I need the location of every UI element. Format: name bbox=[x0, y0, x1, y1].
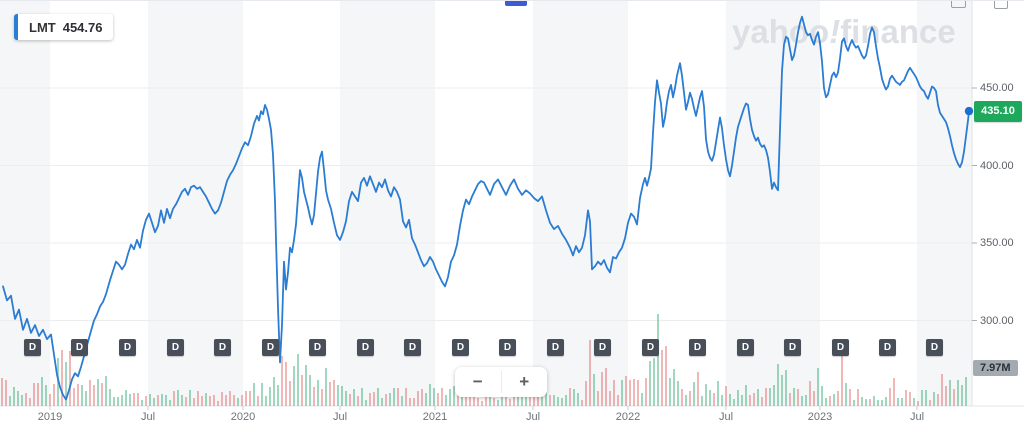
dividend-marker[interactable]: D bbox=[926, 339, 943, 356]
last-price-dot bbox=[964, 106, 974, 116]
dividend-marker[interactable]: D bbox=[832, 339, 849, 356]
dividend-marker[interactable]: D bbox=[119, 339, 136, 356]
dividend-marker[interactable]: D bbox=[24, 339, 41, 356]
background-stripe bbox=[0, 1, 50, 406]
dividend-marker[interactable]: D bbox=[71, 339, 88, 356]
dividend-marker[interactable]: D bbox=[784, 339, 801, 356]
y-axis-label: 450.00 bbox=[980, 82, 1014, 94]
top-scrollbar-thumb[interactable] bbox=[505, 1, 527, 6]
background-stripe bbox=[533, 1, 628, 406]
dividend-marker[interactable]: D bbox=[594, 339, 611, 356]
x-axis-label: Jul bbox=[140, 411, 156, 423]
last-price-badge: 435.10 bbox=[974, 100, 1022, 122]
legend-color-bar bbox=[14, 14, 18, 40]
y-axis-label: 350.00 bbox=[980, 237, 1014, 249]
x-axis-label: 2020 bbox=[230, 411, 256, 423]
x-axis-label: 2022 bbox=[615, 411, 641, 423]
legend-price: 454.76 bbox=[62, 19, 103, 35]
dividend-marker[interactable]: D bbox=[642, 339, 659, 356]
dividend-marker[interactable]: D bbox=[452, 339, 469, 356]
dividend-marker[interactable]: D bbox=[499, 339, 516, 356]
x-axis-label: Jul bbox=[332, 411, 348, 423]
dividend-marker[interactable]: D bbox=[879, 339, 896, 356]
symbol-legend: LMT 454.76 bbox=[14, 14, 114, 40]
x-axis-label: Jul bbox=[718, 411, 734, 423]
y-axis-label: 300.00 bbox=[980, 314, 1014, 327]
dividend-marker[interactable]: D bbox=[404, 339, 421, 356]
fullscreen-icon[interactable] bbox=[994, 1, 1008, 9]
dividend-marker[interactable]: D bbox=[214, 339, 231, 356]
dividend-marker[interactable]: D bbox=[547, 339, 564, 356]
x-axis-label: Jul bbox=[909, 411, 925, 423]
x-axis-label: Jul bbox=[525, 411, 541, 423]
legend-symbol: LMT bbox=[29, 19, 56, 35]
y-axis-label: 400.00 bbox=[980, 159, 1014, 172]
volume-badge: 7.97M bbox=[973, 360, 1018, 376]
price-line bbox=[2, 15, 970, 401]
zoom-controls: − + bbox=[455, 367, 547, 397]
background-stripe bbox=[148, 1, 243, 406]
dividend-marker[interactable]: D bbox=[167, 339, 184, 356]
dividend-marker[interactable]: D bbox=[689, 339, 706, 356]
x-axis-label: 2023 bbox=[807, 411, 833, 423]
dividend-marker[interactable]: D bbox=[262, 339, 279, 356]
yahoo-finance-watermark: yahoo!finance bbox=[732, 13, 956, 50]
x-axis-label: 2019 bbox=[37, 411, 63, 423]
x-axis-label: 2021 bbox=[422, 411, 448, 423]
volume-bars bbox=[1, 314, 967, 406]
dividend-marker[interactable]: D bbox=[309, 339, 326, 356]
dividend-marker[interactable]: D bbox=[737, 339, 754, 356]
zoom-out-button[interactable]: − bbox=[455, 367, 501, 397]
background-stripe bbox=[340, 1, 435, 406]
zoom-divider bbox=[500, 371, 502, 393]
dividend-marker[interactable]: D bbox=[357, 339, 374, 356]
chart-settings-icon[interactable] bbox=[951, 1, 966, 8]
background-stripe bbox=[917, 1, 972, 406]
zoom-in-button[interactable]: + bbox=[502, 367, 548, 397]
background-stripe bbox=[726, 1, 820, 406]
